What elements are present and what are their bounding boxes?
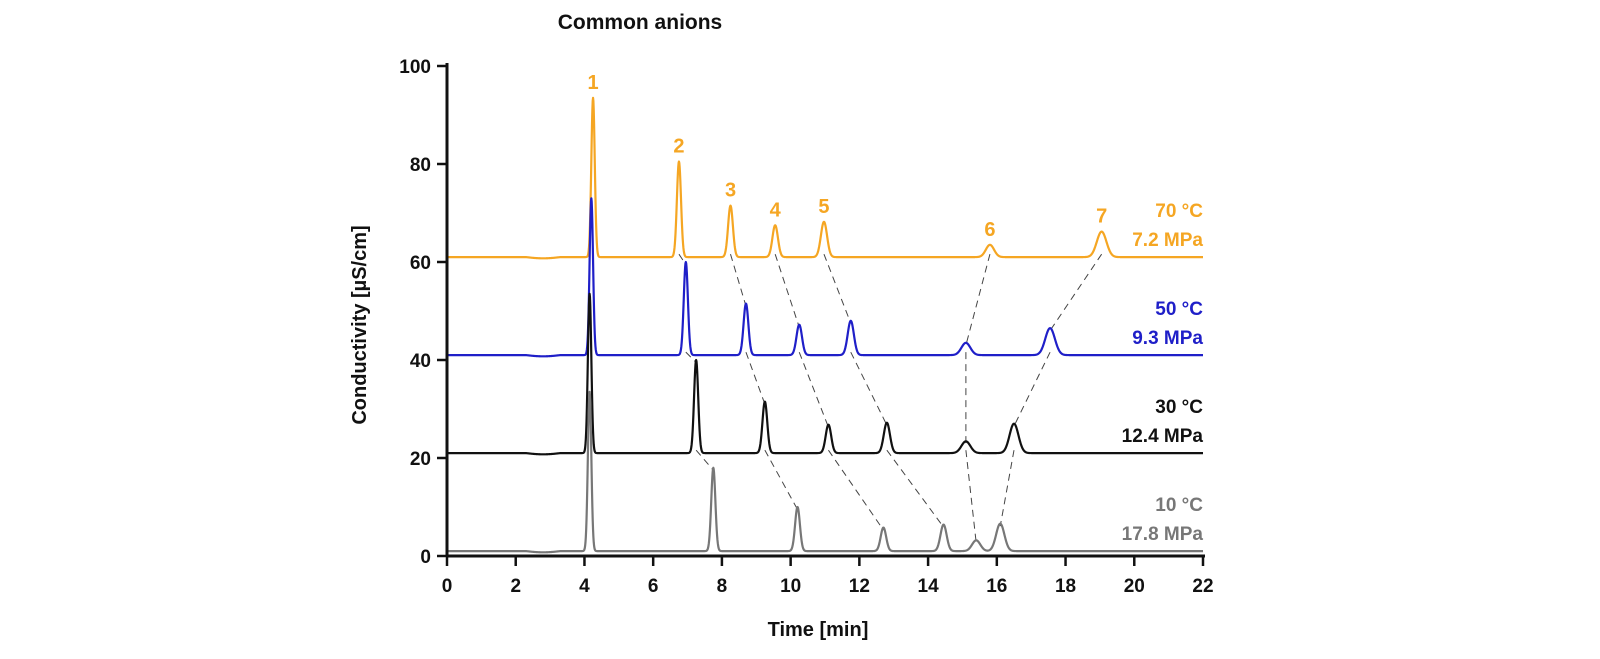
trace-line-1	[446, 96, 1204, 260]
peak-label-3: 3	[725, 180, 736, 202]
peak-number-labels: 1 2 3 4 5 6 7	[587, 72, 1107, 241]
peak-label-1: 1	[587, 72, 598, 94]
trace-line-4	[446, 390, 1204, 554]
peak-label-2: 2	[673, 136, 684, 158]
trace-pressure-label: 9.3 MPa	[1132, 328, 1203, 349]
peak-7-connector	[1013, 351, 1051, 427]
y-tick-label-40: 40	[410, 351, 431, 372]
trace-pressure-label: 12.4 MPa	[1122, 426, 1204, 447]
y-tick-label-80: 80	[410, 155, 431, 176]
peak-2-connector	[685, 351, 697, 363]
peak-label-7: 7	[1096, 206, 1107, 228]
peak-6-connector	[965, 450, 977, 543]
peak-6-connector	[965, 254, 991, 346]
peak-label-5: 5	[818, 196, 829, 218]
x-tick-label-8: 8	[717, 576, 728, 597]
peak-7-connector	[1049, 253, 1103, 331]
x-tick-label-12: 12	[849, 576, 870, 597]
x-axis-title: Time [min]	[768, 619, 869, 641]
x-tick-label-10: 10	[780, 576, 801, 597]
peak-5-connector	[823, 253, 852, 324]
peak-3-connector	[730, 254, 747, 307]
trace-group	[446, 96, 1204, 554]
x-tick-label-14: 14	[918, 576, 940, 597]
peak-label-6: 6	[984, 219, 995, 241]
trace-temperature-label: 10 °C	[1155, 495, 1203, 516]
y-tick-label-60: 60	[410, 253, 431, 274]
peak-3-connector	[764, 449, 798, 510]
x-tick-label-4: 4	[579, 576, 590, 597]
peak-label-4: 4	[770, 199, 782, 221]
trace-pressure-label: 17.8 MPa	[1122, 524, 1204, 545]
x-tick-label-18: 18	[1055, 576, 1076, 597]
peak-3-connector	[745, 351, 766, 405]
x-tick-label-20: 20	[1124, 576, 1145, 597]
trace-line-3	[446, 292, 1204, 456]
peak-4-connector	[828, 449, 884, 531]
peak-4-connector	[774, 254, 800, 328]
trace-temperature-label: 70 °C	[1155, 201, 1203, 222]
y-tick-label-100: 100	[399, 57, 431, 78]
trace-pressure-label: 7.2 MPa	[1132, 230, 1203, 251]
peak-4-connector	[798, 351, 829, 428]
trace-line-2	[446, 197, 1204, 358]
y-tick-label-20: 20	[410, 449, 431, 470]
x-tick-label-6: 6	[648, 576, 659, 597]
y-tick-label-0: 0	[420, 547, 431, 568]
chart-title: Common anions	[558, 11, 723, 34]
peak-5-connector	[850, 351, 888, 426]
trace-temperature-label: 50 °C	[1155, 299, 1203, 320]
peak-2-connector	[695, 449, 714, 471]
peak-5-connector	[886, 449, 944, 528]
y-axis-title: Conductivity [µS/cm]	[349, 225, 371, 424]
x-axis-ticks: 0 2 4 6 8 10 12 14 16 18 20 22	[442, 556, 1214, 597]
y-axis-ticks: 0 20 40 60 80 100	[399, 57, 447, 568]
x-tick-label-22: 22	[1192, 576, 1213, 597]
peak-connector-lines	[678, 253, 1103, 543]
x-tick-label-2: 2	[510, 576, 521, 597]
x-tick-label-16: 16	[986, 576, 1007, 597]
x-tick-label-0: 0	[442, 576, 453, 597]
trace-temperature-label: 30 °C	[1155, 397, 1203, 418]
peak-2-connector	[678, 253, 687, 265]
trace-labels: 70 °C 7.2 MPa 50 °C 9.3 MPa 30 °C 12.4 MPa 10 …	[1122, 201, 1204, 545]
peak-7-connector	[999, 450, 1015, 527]
